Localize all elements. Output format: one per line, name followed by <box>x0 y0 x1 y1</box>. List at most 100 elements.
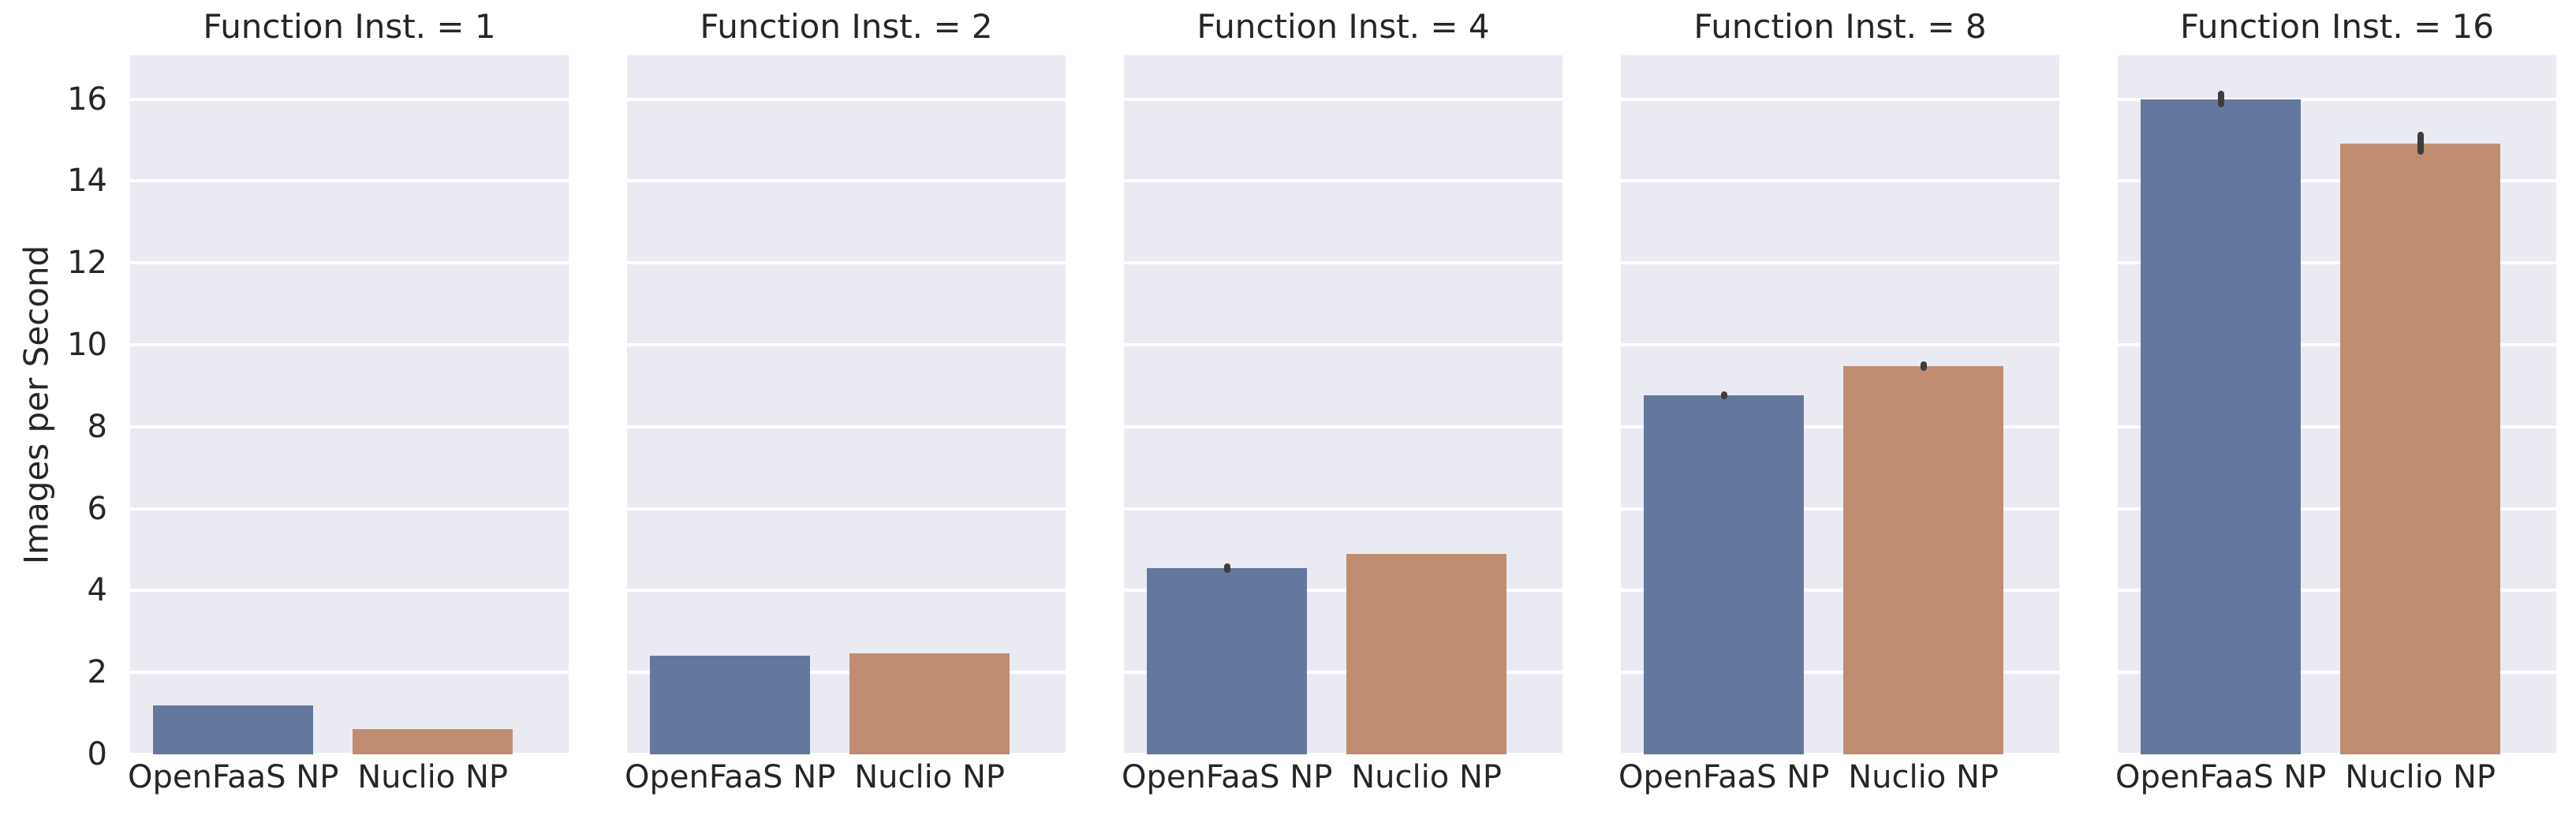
gridline-y-14 <box>130 179 569 183</box>
gridline-y-16 <box>627 97 1066 101</box>
gridline-y-0 <box>627 753 1066 756</box>
gridline-y-8 <box>627 425 1066 428</box>
gridline-y-8 <box>130 425 569 428</box>
error-bar-openfaas-np <box>1223 563 1230 574</box>
error-bar-openfaas-np <box>1720 391 1727 399</box>
facet-panel-title: Function Inst. = 16 <box>2179 6 2495 46</box>
gridline-y-16 <box>130 97 569 101</box>
gridline-y-16 <box>2118 97 2556 101</box>
bar-nuclio-np <box>1842 365 2004 754</box>
gridline-y-10 <box>130 342 569 346</box>
plot-area <box>130 55 569 756</box>
gridline-y-10 <box>627 342 1066 346</box>
gridline-y-14 <box>1124 179 1562 183</box>
gridline-y-10 <box>2118 342 2556 346</box>
bar-nuclio-np <box>2339 143 2501 754</box>
y-tick-label: 14 <box>67 163 107 200</box>
y-tick-label: 16 <box>67 80 107 118</box>
gridline-y-6 <box>627 507 1066 511</box>
x-tick-label-openfaas-np: OpenFaaS NP <box>127 759 339 795</box>
gridline-y-8 <box>1124 425 1562 428</box>
gridline-y-4 <box>627 589 1066 593</box>
gridline-y-14 <box>1621 179 2059 183</box>
facet-panel-title: Function Inst. = 4 <box>1197 6 1490 46</box>
y-tick-label: 2 <box>87 654 107 691</box>
x-tick-label-openfaas-np: OpenFaaS NP <box>2115 759 2327 795</box>
gridline-y-2 <box>130 671 569 675</box>
gridline-y-6 <box>1621 507 2059 511</box>
facet-panel-8: Function Inst. = 8 OpenFaaS NP Nuclio NP <box>1618 0 2059 823</box>
gridline-y-0 <box>1621 753 2059 756</box>
y-axis-tick-labels: 0 2 4 6 8 10 12 14 16 <box>0 55 118 772</box>
gridline-y-10 <box>1621 342 2059 346</box>
gridline-y-2 <box>1124 671 1562 675</box>
facet-panel-2: Function Inst. = 2 OpenFaaS NP Nuclio NP <box>624 0 1066 823</box>
gridline-y-0 <box>1124 753 1562 756</box>
y-tick-label: 10 <box>67 326 107 363</box>
gridline-y-2 <box>1621 671 2059 675</box>
gridline-y-6 <box>130 507 569 511</box>
error-bar-openfaas-np <box>2217 91 2224 107</box>
facet-panel-title: Function Inst. = 1 <box>203 6 496 46</box>
facet-panel-1: Function Inst. = 1 OpenFaaS NP Nuclio NP <box>127 0 569 823</box>
y-tick-label: 12 <box>67 245 107 282</box>
gridline-y-0 <box>2118 753 2556 756</box>
gridline-y-14 <box>627 179 1066 183</box>
facet-panel-16: Function Inst. = 16 OpenFaaS NP Nuclio NP <box>2115 0 2556 823</box>
gridline-y-2 <box>2118 671 2556 675</box>
gridline-y-6 <box>2118 507 2556 511</box>
gridline-y-12 <box>627 261 1066 265</box>
x-axis-tick-labels: OpenFaaS NP Nuclio NP <box>127 759 569 806</box>
gridline-y-4 <box>2118 589 2556 593</box>
gridline-y-12 <box>130 261 569 265</box>
x-axis-tick-labels: OpenFaaS NP Nuclio NP <box>2115 759 2556 806</box>
gridline-y-4 <box>1621 589 2059 593</box>
gridline-y-12 <box>2118 261 2556 265</box>
y-tick-label: 4 <box>87 572 107 609</box>
facet-panel-4: Function Inst. = 4 OpenFaaS NP Nuclio NP <box>1121 0 1562 823</box>
bar-openfaas-np <box>152 705 314 754</box>
gridline-y-10 <box>1124 342 1562 346</box>
x-axis-tick-labels: OpenFaaS NP Nuclio NP <box>1121 759 1562 806</box>
plot-area <box>627 55 1066 756</box>
gridline-y-6 <box>1124 507 1562 511</box>
y-tick-label: 6 <box>87 490 107 527</box>
x-axis-tick-labels: OpenFaaS NP Nuclio NP <box>624 759 1066 806</box>
gridline-y-8 <box>1621 425 2059 428</box>
x-tick-label-nuclio-np: Nuclio NP <box>1351 759 1502 795</box>
gridline-y-0 <box>130 753 569 756</box>
bar-openfaas-np <box>1146 567 1308 754</box>
gridline-y-4 <box>130 589 569 593</box>
gridline-y-4 <box>1124 589 1562 593</box>
x-tick-label-nuclio-np: Nuclio NP <box>2345 759 2496 795</box>
bar-nuclio-np <box>1346 553 1507 754</box>
x-axis-tick-labels: OpenFaaS NP Nuclio NP <box>1618 759 2059 806</box>
facet-panel-title: Function Inst. = 8 <box>1693 6 1987 46</box>
plot-area <box>2118 55 2556 756</box>
error-bar-nuclio-np <box>2417 132 2424 155</box>
plot-area <box>1621 55 2059 756</box>
bar-openfaas-np <box>2140 99 2302 754</box>
gridline-y-8 <box>2118 425 2556 428</box>
x-tick-label-openfaas-np: OpenFaaS NP <box>624 759 836 795</box>
gridline-y-12 <box>1124 261 1562 265</box>
error-bar-nuclio-np <box>1920 361 1927 372</box>
facet-panel-title: Function Inst. = 2 <box>700 6 993 46</box>
bar-openfaas-np <box>649 656 811 754</box>
plot-area <box>1124 55 1562 756</box>
bar-nuclio-np <box>849 653 1010 754</box>
x-tick-label-openfaas-np: OpenFaaS NP <box>1121 759 1333 795</box>
bar-nuclio-np <box>352 728 513 754</box>
gridline-y-2 <box>627 671 1066 675</box>
x-tick-label-nuclio-np: Nuclio NP <box>854 759 1005 795</box>
x-tick-label-nuclio-np: Nuclio NP <box>357 759 508 795</box>
bar-openfaas-np <box>1643 395 1805 754</box>
y-tick-label: 0 <box>87 736 107 772</box>
y-tick-label: 8 <box>87 408 107 445</box>
gridline-y-12 <box>1621 261 2059 265</box>
gridline-y-16 <box>1124 97 1562 101</box>
x-tick-label-openfaas-np: OpenFaaS NP <box>1618 759 1830 795</box>
gridline-y-14 <box>2118 179 2556 183</box>
x-tick-label-nuclio-np: Nuclio NP <box>1848 759 1999 795</box>
